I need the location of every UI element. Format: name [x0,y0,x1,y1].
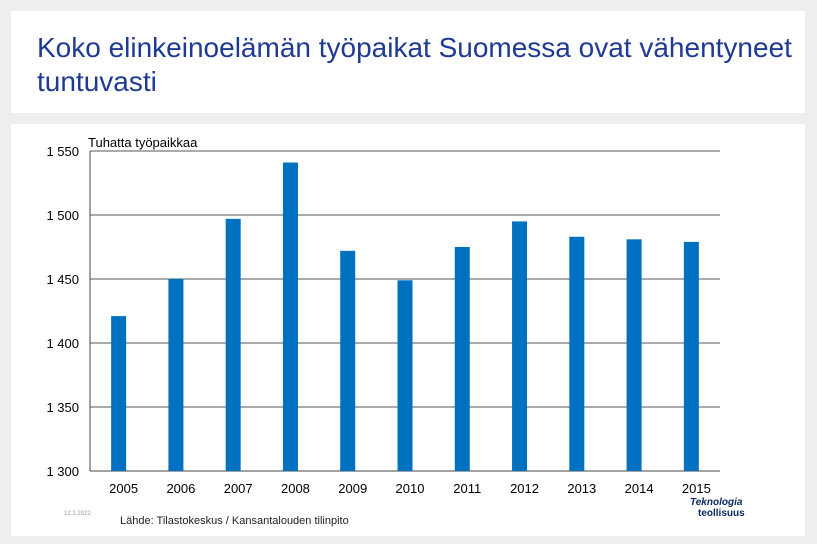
x-tick-label: 2011 [453,481,481,496]
x-tick-label: 2013 [567,481,596,496]
x-tick-label: 2012 [510,481,539,496]
x-tick-label: 2006 [166,481,195,496]
x-tick-label: 2005 [109,481,138,496]
x-tick-label: 2015 [682,481,711,496]
y-tick-label: 1 500 [46,208,79,223]
logo-line-2: teollisuus [698,508,745,519]
bar-2015 [683,241,699,471]
bar-2011 [454,247,470,471]
bar-2014 [626,239,642,471]
teknologiateollisuus-logo: Teknologia teollisuus [690,497,790,521]
bar-2012 [512,221,528,471]
bar-2007 [225,218,241,471]
bar-2009 [340,250,356,471]
bar-2008 [282,162,298,471]
x-tick-label: 2010 [396,481,425,496]
logo-line-1: Teknologia [690,497,743,508]
y-tick-label: 1 550 [46,144,79,159]
slide-title: Koko elinkeinoelämän työpaikat Suomessa … [37,32,792,97]
x-tick-label: 2014 [625,481,654,496]
source-note: Lähde: Tilastokeskus / Kansantalouden ti… [120,515,349,527]
bar-2013 [569,236,585,471]
title-card: Koko elinkeinoelämän työpaikat Suomessa … [11,11,805,113]
y-tick-label: 1 350 [46,400,79,415]
bar-2005 [111,316,127,471]
y-tick-label: 1 300 [46,464,79,479]
x-tick-label: 2009 [338,481,367,496]
slide-date: 12.2.2022 [64,511,91,517]
y-tick-label: 1 400 [46,336,79,351]
y-axis-label: Tuhatta työpaikkaa [88,135,198,150]
y-tick-label: 1 450 [46,272,79,287]
x-tick-label: 2008 [281,481,310,496]
bar-2010 [397,280,413,471]
x-tick-label: 2007 [224,481,253,496]
bar-2006 [168,279,184,471]
